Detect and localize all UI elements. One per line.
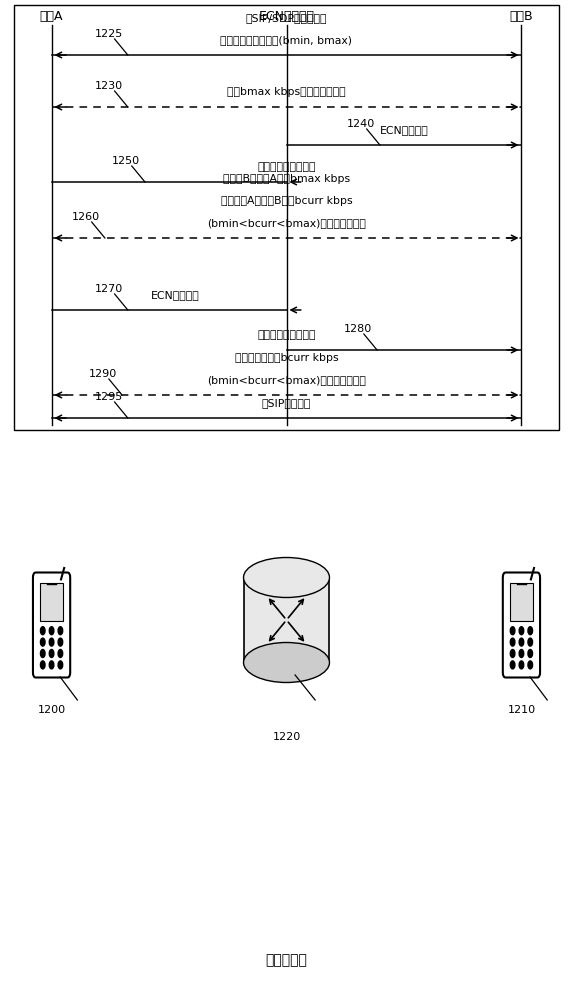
Circle shape xyxy=(528,638,532,646)
Text: 沿两个方向按照bcurr kbps: 沿两个方向按照bcurr kbps xyxy=(235,353,338,363)
Text: ECN消息设置: ECN消息设置 xyxy=(379,125,429,135)
Text: 用户B: 用户B xyxy=(509,10,533,23)
FancyBboxPatch shape xyxy=(510,583,533,621)
Text: 1270: 1270 xyxy=(95,284,123,294)
Circle shape xyxy=(41,627,45,635)
Circle shape xyxy=(41,650,45,658)
Text: 1210: 1210 xyxy=(507,705,536,715)
Circle shape xyxy=(528,650,532,658)
Circle shape xyxy=(528,661,532,669)
Text: 1230: 1230 xyxy=(95,81,123,91)
Text: 经SIP/SDP的会话协商: 经SIP/SDP的会话协商 xyxy=(246,13,327,23)
Circle shape xyxy=(519,627,524,635)
Text: 1240: 1240 xyxy=(347,119,375,129)
Circle shape xyxy=(49,661,54,669)
Circle shape xyxy=(519,661,524,669)
Circle shape xyxy=(528,627,532,635)
Text: 和从用户A到用户B按照bcurr kbps: 和从用户A到用户B按照bcurr kbps xyxy=(221,196,352,206)
Ellipse shape xyxy=(244,558,329,597)
Circle shape xyxy=(58,638,62,646)
Circle shape xyxy=(511,650,515,658)
Circle shape xyxy=(511,638,515,646)
Circle shape xyxy=(58,661,62,669)
FancyBboxPatch shape xyxy=(40,583,63,621)
FancyBboxPatch shape xyxy=(503,572,540,678)
Circle shape xyxy=(511,661,515,669)
Circle shape xyxy=(58,627,62,635)
Text: 1295: 1295 xyxy=(95,392,123,402)
Circle shape xyxy=(49,650,54,658)
Circle shape xyxy=(58,650,62,658)
Text: 会话流示图: 会话流示图 xyxy=(265,953,308,967)
FancyBboxPatch shape xyxy=(33,572,70,678)
Bar xyxy=(14,5,559,430)
Ellipse shape xyxy=(244,643,329,682)
Circle shape xyxy=(41,638,45,646)
Text: 1280: 1280 xyxy=(344,324,372,334)
Text: ECN网络节点: ECN网络节点 xyxy=(258,10,315,23)
Text: 1250: 1250 xyxy=(112,156,140,166)
Text: 请求降低传送比特率: 请求降低传送比特率 xyxy=(257,330,316,340)
Circle shape xyxy=(519,638,524,646)
Text: 经SIP结束会话: 经SIP结束会话 xyxy=(262,398,311,408)
Circle shape xyxy=(49,638,54,646)
Text: ECN消息设置: ECN消息设置 xyxy=(150,290,199,300)
Text: 1225: 1225 xyxy=(95,29,123,39)
Circle shape xyxy=(41,661,45,669)
Circle shape xyxy=(519,650,524,658)
Text: 按照bmax kbps的全双工媒体流: 按照bmax kbps的全双工媒体流 xyxy=(227,87,346,97)
Bar xyxy=(244,578,329,662)
Text: 1200: 1200 xyxy=(37,705,66,715)
Text: 1290: 1290 xyxy=(89,369,117,379)
Text: 用户A: 用户A xyxy=(40,10,64,23)
Circle shape xyxy=(511,627,515,635)
Circle shape xyxy=(49,627,54,635)
Text: 确定会话比特率范围(bmin, bmax): 确定会话比特率范围(bmin, bmax) xyxy=(221,35,352,45)
Text: 从用户B到用户A按照bmax kbps: 从用户B到用户A按照bmax kbps xyxy=(223,174,350,184)
Text: (bmin<bcurr<bmax)的全双工媒体流: (bmin<bcurr<bmax)的全双工媒体流 xyxy=(207,375,366,385)
Text: (bmin<bcurr<bmax)的全双工媒体流: (bmin<bcurr<bmax)的全双工媒体流 xyxy=(207,218,366,228)
Text: 1260: 1260 xyxy=(72,212,100,222)
Text: 请求降低传送比特率: 请求降低传送比特率 xyxy=(257,162,316,172)
Text: 1220: 1220 xyxy=(272,732,301,742)
